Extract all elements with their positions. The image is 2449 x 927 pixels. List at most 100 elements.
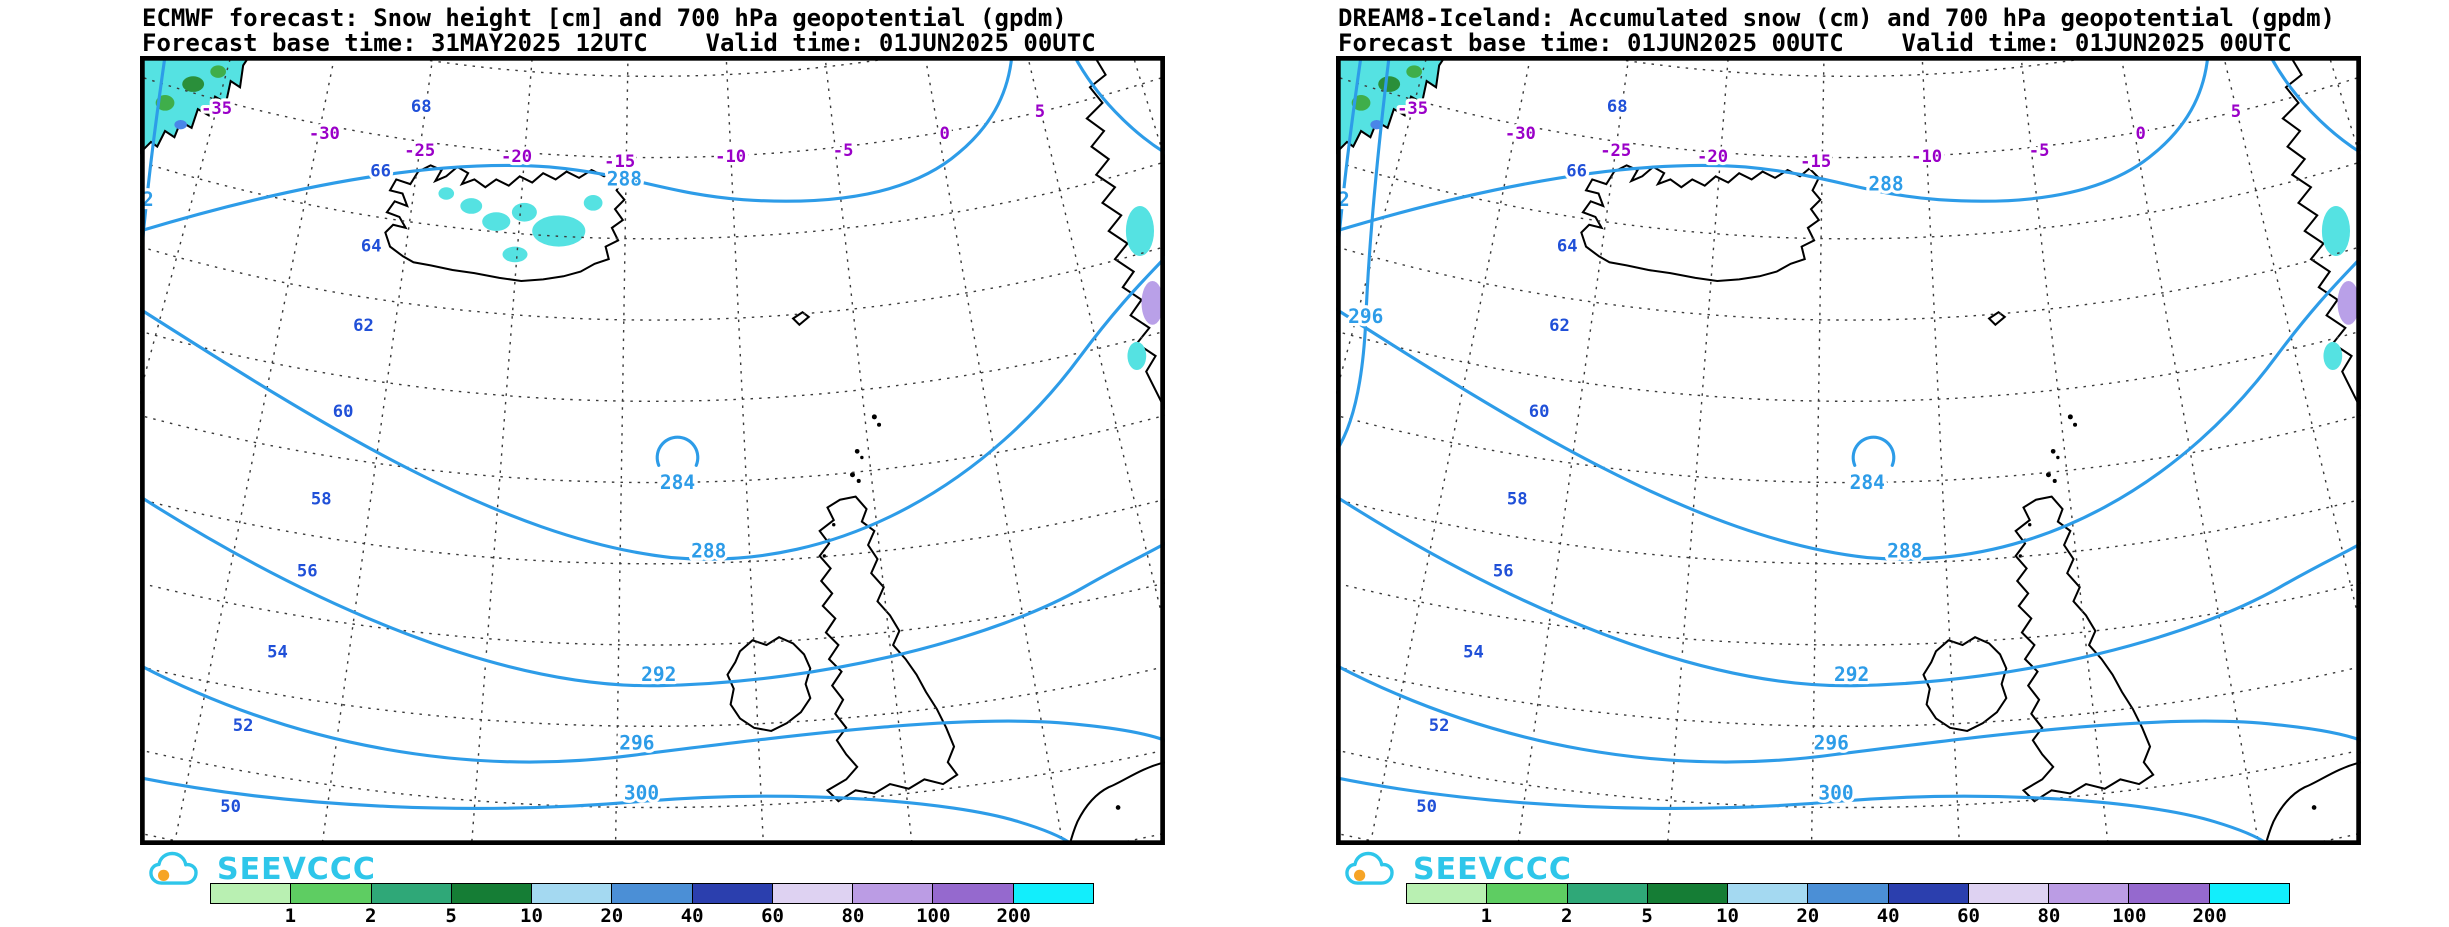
- contour-label: 284: [660, 471, 695, 494]
- panel-title: DREAM8-Iceland: Accumulated snow (cm) an…: [1338, 4, 2335, 32]
- colorbar-segment: [532, 884, 613, 903]
- graticule-meridian: [2222, 56, 2361, 632]
- title-block: ECMWF forecast: Snow height [cm] and 700…: [140, 0, 1170, 56]
- lat-label: 64: [361, 236, 382, 256]
- colorbar-segment: [1968, 884, 2050, 903]
- contour-label: 292: [1834, 663, 1869, 686]
- graticule-parallel: [1593, 56, 2104, 77]
- lat-label: 56: [297, 561, 318, 581]
- colorbar-tick-label: 1: [284, 905, 297, 927]
- logo-sun-dot: [157, 869, 170, 881]
- contour-label: 288: [607, 168, 642, 191]
- seevccc-logo-text: SEEVCCC: [1413, 851, 1572, 887]
- lon-label: -20: [501, 147, 532, 167]
- graticule: [140, 56, 1165, 845]
- lon-label: -5: [833, 141, 854, 161]
- graticule-meridian: [1369, 56, 1532, 845]
- graticule-meridian: [2020, 56, 2109, 845]
- contour-label: 284: [1850, 471, 1885, 494]
- colorbar-segment: [853, 884, 934, 903]
- graticule-meridian: [1517, 56, 1630, 845]
- graticule-parallel: [140, 665, 1165, 727]
- map-frame: [1336, 56, 2361, 845]
- colorbar-ticks: 1 2 5 10 20 40 60 80 100 200: [1406, 904, 2290, 927]
- longitude-labels: -35 -30 -25 -20 -15 -10 -5 0 5: [198, 96, 1048, 175]
- panel-title: ECMWF forecast: Snow height [cm] and 700…: [142, 4, 1067, 32]
- contour-label: 296: [619, 732, 654, 755]
- lon-label: -15: [1800, 152, 1831, 172]
- lat-label: 66: [1566, 161, 1587, 181]
- lat-label: 64: [1557, 236, 1578, 256]
- contour-label: 288: [691, 540, 726, 563]
- panel-subtitle: Forecast base time: 31MAY2025 12UTC Vali…: [142, 29, 1096, 57]
- seevccc-logo-text: SEEVCCC: [217, 851, 376, 887]
- colorbar-tick-label: 20: [1796, 905, 1820, 927]
- seevccc-logo: SEEVCCC: [146, 847, 376, 891]
- graticule-parallel: [1336, 665, 2361, 727]
- graticule-parallel: [140, 75, 1165, 158]
- graticule-parallel: [1336, 75, 2361, 158]
- colorbar-segment: [1647, 884, 1729, 903]
- lon-label: 5: [1035, 102, 1045, 122]
- contour-label: 292: [641, 663, 676, 686]
- seevccc-cloud-icon: [149, 851, 198, 885]
- colorbar-segment: [933, 884, 1014, 903]
- lat-label: 62: [353, 316, 374, 336]
- lat-label: 50: [1416, 797, 1437, 817]
- lon-label: -30: [1505, 124, 1536, 144]
- lat-label: 50: [220, 797, 241, 817]
- lat-label: 68: [411, 97, 432, 117]
- lon-label: -35: [1397, 99, 1428, 119]
- lat-label: 68: [1607, 97, 1628, 117]
- colorbar-segment: [1808, 884, 1889, 903]
- colorbar-segment: [692, 884, 773, 903]
- colorbar-tick-label: 2: [1560, 905, 1573, 927]
- seevccc-cloud-icon: [1345, 851, 1394, 885]
- colorbar-segment: [1567, 884, 1648, 903]
- colorbar-tick-label: 10: [1716, 905, 1739, 927]
- lat-label: 62: [1549, 316, 1570, 336]
- graticule-meridian: [321, 56, 434, 845]
- contour-label: 288: [1868, 172, 1903, 195]
- graticule-meridian: [1666, 56, 1729, 845]
- lat-label: 54: [267, 643, 288, 663]
- colorbar-tick-label: 20: [600, 905, 624, 927]
- colorbar-tick-label: 40: [1876, 905, 1900, 927]
- lat-label: 58: [1507, 489, 1528, 509]
- lon-label: 0: [2135, 124, 2145, 144]
- panel-footer: SEEVCCC 1 2 5 10 20 40 60 80 100 200: [140, 845, 1170, 927]
- colorbar-segment: [772, 884, 854, 903]
- lon-label: -25: [404, 141, 435, 161]
- colorbar-tick-label: 1: [1480, 905, 1493, 927]
- colorbar-tick-label: 200: [996, 905, 1031, 927]
- colorbar-segment: [1487, 884, 1568, 903]
- lat-label: 52: [1429, 716, 1450, 736]
- graticule-meridian: [1026, 56, 1165, 632]
- colorbar-tick-label: 60: [1957, 905, 1980, 927]
- contour-label: 300: [1818, 782, 1853, 805]
- colorbar-segment: [451, 884, 533, 903]
- lat-label: 52: [233, 716, 254, 736]
- colorbar-segments: [1406, 883, 2290, 904]
- lon-label: -15: [604, 152, 635, 172]
- lon-label: -5: [2029, 141, 2050, 161]
- colorbar-segment: [291, 884, 372, 903]
- colorbar-segment: [1013, 884, 1093, 903]
- graticule-meridian: [173, 56, 336, 845]
- graticule-meridian: [1921, 56, 1961, 845]
- colorbar-tick-label: 10: [520, 905, 543, 927]
- graticule-meridian: [924, 56, 1064, 845]
- lon-label: 0: [939, 124, 949, 144]
- panel-dream8: DREAM8-Iceland: Accumulated snow (cm) an…: [1336, 0, 2366, 927]
- graticule: [1336, 56, 2361, 845]
- lat-label: 58: [311, 489, 332, 509]
- colorbar-tick-label: 100: [2112, 905, 2147, 927]
- lat-label: 60: [333, 402, 354, 422]
- panel-footer: SEEVCCC 1 2 5 10 20 40 60 80 100 200: [1336, 845, 2366, 927]
- lon-label: -25: [1600, 141, 1631, 161]
- colorbar-tick-label: 40: [680, 905, 704, 927]
- panel-subtitle: Forecast base time: 01JUN2025 00UTC Vali…: [1338, 29, 2292, 57]
